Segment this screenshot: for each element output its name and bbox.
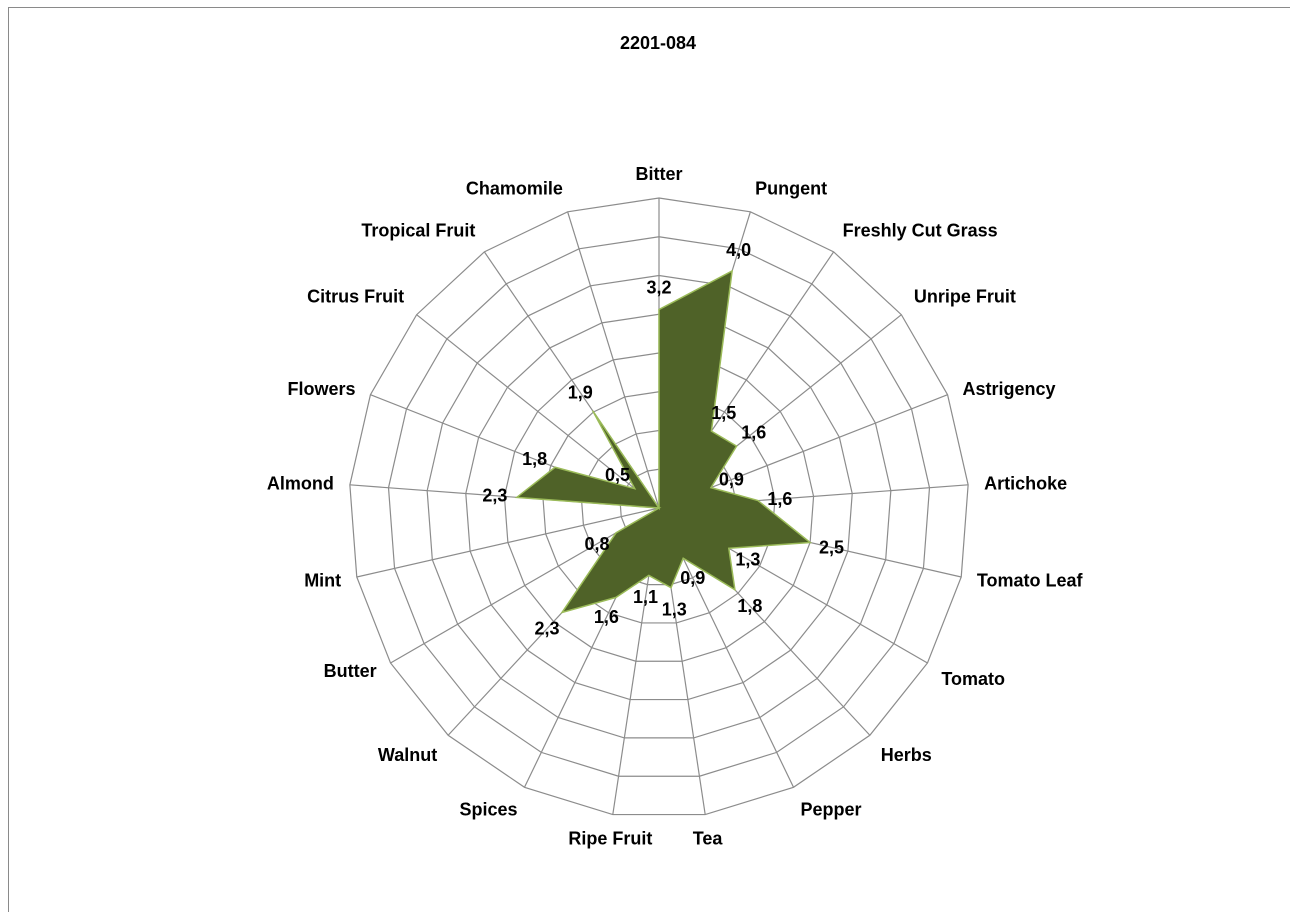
category-label: Butter (324, 661, 377, 681)
data-label: 2,3 (482, 486, 507, 506)
category-label: Astrigency (962, 379, 1055, 399)
category-label: Herbs (881, 745, 932, 765)
category-label: Tropical Fruit (361, 221, 475, 241)
data-label: 0,8 (584, 534, 609, 554)
data-label: 1,6 (767, 489, 792, 509)
data-label: 1,1 (633, 587, 658, 607)
data-label: 4,0 (726, 240, 751, 260)
grid-spoke (568, 212, 659, 508)
category-label: Ripe Fruit (568, 828, 652, 848)
category-label: Pungent (755, 178, 827, 198)
data-label: 1,6 (741, 422, 766, 442)
data-label: 1,3 (662, 599, 687, 619)
category-label: Citrus Fruit (307, 287, 404, 307)
data-label: 1,8 (522, 449, 547, 469)
data-label: 0,9 (719, 470, 744, 490)
data-label: 1,5 (711, 403, 736, 423)
category-label: Chamomile (466, 178, 563, 198)
data-label: 1,9 (568, 382, 593, 402)
category-label: Bitter (635, 164, 682, 184)
data-label: 1,8 (737, 596, 762, 616)
category-label: Spices (460, 800, 518, 820)
category-label: Freshly Cut Grass (843, 221, 998, 241)
data-label: 0,9 (680, 568, 705, 588)
data-label: 1,3 (735, 549, 760, 569)
category-label: Walnut (378, 745, 437, 765)
data-label: 0,5 (605, 465, 630, 485)
category-label: Tomato (941, 669, 1005, 689)
category-label: Mint (304, 571, 341, 591)
category-label: Flowers (288, 379, 356, 399)
category-label: Artichoke (984, 474, 1067, 494)
data-label: 3,2 (646, 278, 671, 298)
category-label: Pepper (800, 800, 861, 820)
data-label: 1,6 (594, 607, 619, 627)
category-label: Unripe Fruit (914, 287, 1016, 307)
category-label: Tomato Leaf (977, 571, 1084, 591)
data-label: 2,3 (535, 619, 560, 639)
category-label: Almond (267, 474, 334, 494)
data-label: 2,5 (819, 537, 844, 557)
category-label: Tea (693, 828, 724, 848)
